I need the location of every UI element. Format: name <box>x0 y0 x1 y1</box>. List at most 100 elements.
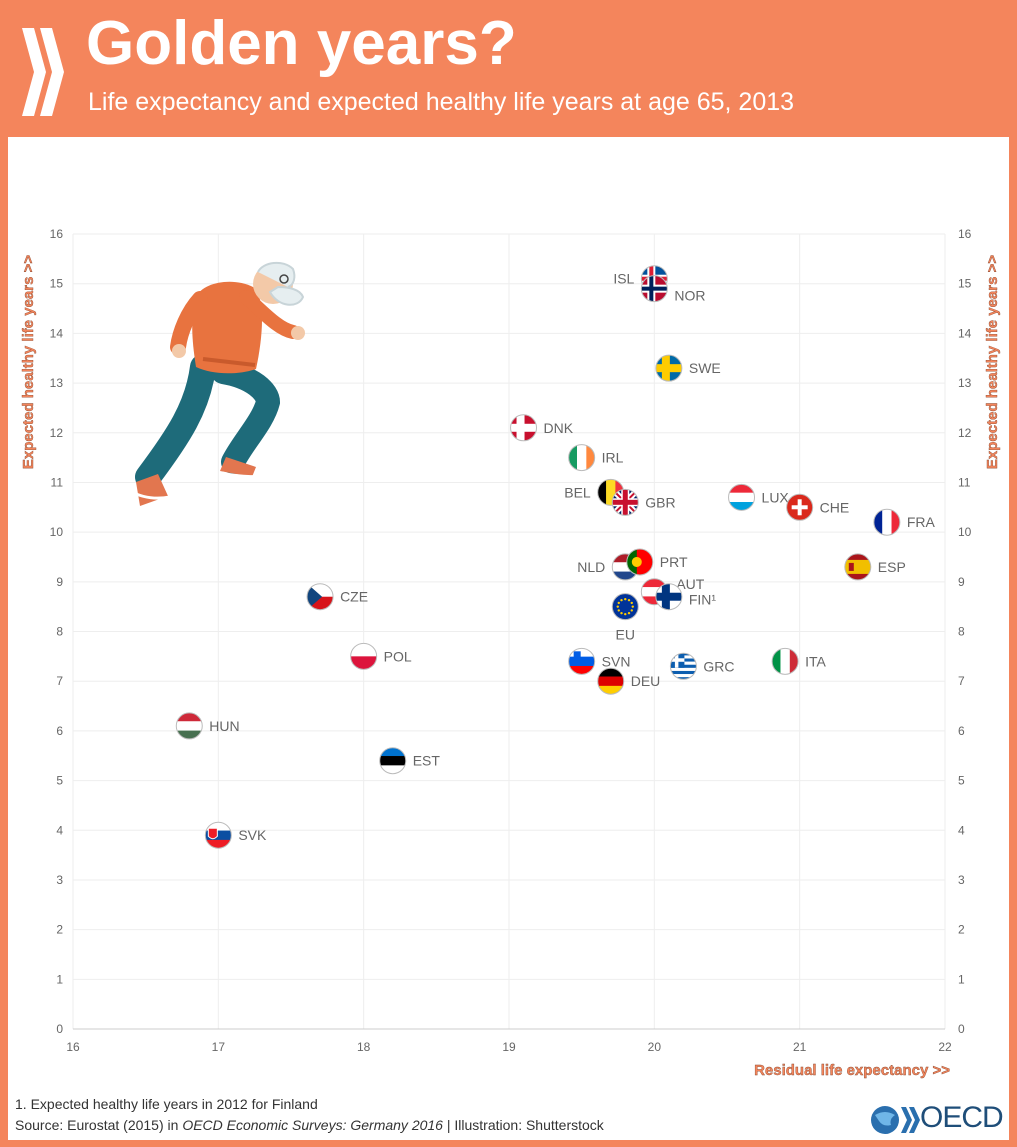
lux-flag-icon <box>728 484 755 511</box>
point-label: CZE <box>340 589 368 605</box>
point-label: HUN <box>209 718 239 734</box>
hun-flag-icon <box>176 712 203 739</box>
point-label: NLD <box>577 559 605 575</box>
flag-outline <box>510 414 538 442</box>
y-tick-label-left: 2 <box>56 923 63 937</box>
y-tick-label-right: 4 <box>958 823 965 837</box>
data-point-eu <box>611 593 639 621</box>
point-label: DEU <box>631 673 661 689</box>
prt-flag-icon <box>626 548 653 575</box>
data-point-svk <box>204 821 232 849</box>
point-label: POL <box>384 648 412 664</box>
chart-panel: 0 0 1 1 2 2 3 3 4 4 5 5 6 6 7 7 8 8 9 9 10 10 11 11 12 12 13 13 14 14… <box>8 137 1009 1140</box>
point-label: GBR <box>645 494 675 510</box>
y-tick-label-right: 16 <box>958 227 972 241</box>
data-point-che <box>786 493 814 521</box>
y-tick-label-left: 0 <box>56 1022 63 1036</box>
x-tick-label: 22 <box>938 1040 952 1054</box>
data-point-hun <box>175 712 203 740</box>
y-axis-title-right: Expected healthy life years >> <box>984 255 1001 470</box>
y-tick-label-left: 5 <box>56 774 63 788</box>
cze-flag-icon <box>307 583 334 610</box>
y-tick-label-left: 15 <box>50 277 64 291</box>
data-point-irl <box>568 444 596 472</box>
point-label: LUX <box>762 489 790 505</box>
data-point-fin <box>655 583 683 611</box>
y-tick-label-right: 0 <box>958 1022 965 1036</box>
y-tick-label-right: 11 <box>958 475 971 489</box>
flag-outline <box>640 275 668 303</box>
point-label: CHE <box>820 499 850 515</box>
data-point-fra <box>873 508 901 536</box>
flag-outline <box>626 548 654 576</box>
flag-outline <box>611 593 639 621</box>
aut-flag-icon <box>641 578 668 605</box>
point-label: GRC <box>703 658 734 674</box>
point-label: AUT <box>676 576 704 592</box>
y-tick-label-right: 1 <box>958 972 965 986</box>
data-point-gbr <box>611 488 639 516</box>
x-tick-label: 17 <box>212 1040 226 1054</box>
y-tick-label-left: 14 <box>50 326 64 340</box>
data-point-svn <box>568 647 596 675</box>
y-tick-label-right: 6 <box>958 724 965 738</box>
swe-flag-icon <box>655 355 682 382</box>
point-label: ITA <box>805 653 826 669</box>
point-label: SWE <box>689 360 721 376</box>
deu-flag-icon <box>597 668 624 695</box>
page-subtitle: Life expectancy and expected healthy lif… <box>88 88 795 116</box>
y-tick-label-right: 10 <box>958 525 972 539</box>
y-tick-label-left: 8 <box>56 625 63 639</box>
y-tick-label-right: 14 <box>958 326 972 340</box>
oecd-logo-text: OECD <box>920 1101 1004 1134</box>
y-tick-label-right: 3 <box>958 873 965 887</box>
runner-illustration <box>129 261 305 506</box>
data-point-cze <box>306 583 334 611</box>
source-prefix: Source: Eurostat (2015) in <box>15 1117 183 1133</box>
x-tick-label: 21 <box>793 1040 807 1054</box>
pol-flag-icon <box>350 643 377 670</box>
point-label: EU <box>616 627 635 643</box>
x-tick-label: 20 <box>648 1040 662 1054</box>
oecd-chevron-icon <box>22 28 64 116</box>
data-point-esp <box>844 553 872 581</box>
data-point-lux <box>728 483 756 511</box>
y-tick-label-right: 7 <box>958 674 965 688</box>
y-tick-label-right: 15 <box>958 277 972 291</box>
flag-outline <box>379 747 407 775</box>
y-tick-label-right: 2 <box>958 923 965 937</box>
flag-outline <box>771 647 799 675</box>
y-tick-label-right: 5 <box>958 774 965 788</box>
x-tick-label: 16 <box>66 1040 80 1054</box>
y-tick-label-left: 6 <box>56 724 63 738</box>
flag-outline <box>728 483 756 511</box>
x-tick-label: 19 <box>502 1040 516 1054</box>
fin-flag-icon <box>655 583 682 610</box>
data-point-prt <box>626 548 654 576</box>
y-tick-label-left: 11 <box>51 475 64 489</box>
oecd-logo <box>871 1106 920 1134</box>
data-point-est <box>379 747 407 775</box>
nor-flag-icon <box>641 275 668 302</box>
grc-flag-icon <box>670 653 697 680</box>
flag-outline <box>204 821 232 849</box>
y-tick-label-right: 12 <box>958 426 972 440</box>
flag-outline <box>568 444 596 472</box>
point-label: SVN <box>602 653 631 669</box>
y-tick-label-left: 4 <box>56 823 63 837</box>
irl-flag-icon <box>568 444 595 471</box>
y-tick-label-right: 13 <box>958 376 972 390</box>
y-tick-label-left: 12 <box>50 426 64 440</box>
chart-points: ISL NOR SWE DNK IRL BEL GBR LUX CHE FRA NLD PRT ESP A… <box>175 265 936 849</box>
point-label: ISL <box>613 271 634 287</box>
y-tick-label-left: 16 <box>50 227 64 241</box>
header: Golden years? Life expectancy and expect… <box>0 0 1017 137</box>
svk-flag-icon <box>205 822 232 849</box>
fra-flag-icon <box>873 509 900 536</box>
flag-outline <box>350 642 378 670</box>
flag-outline <box>873 508 901 536</box>
flag-outline <box>611 488 639 516</box>
data-point-swe <box>655 354 683 382</box>
source-note: Source: Eurostat (2015) in OECD Economic… <box>15 1117 604 1133</box>
